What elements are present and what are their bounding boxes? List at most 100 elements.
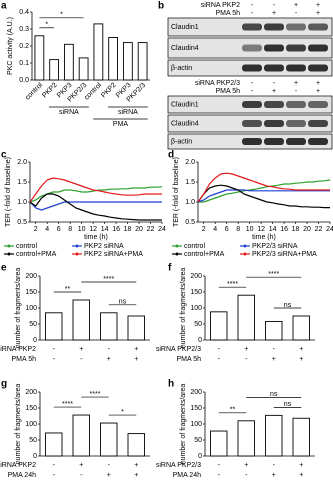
y-tick-label: 0 [198,337,202,344]
condition-sign: + [316,88,320,95]
blot-band [286,101,306,108]
blot-band [264,64,284,72]
x-tick-label: 18 [292,226,300,233]
y-axis-title: number of fragments/area [15,384,22,465]
blot-band [242,120,262,127]
blot-band [308,23,328,31]
significance-label: **** [62,401,73,408]
condition-sign: - [295,10,298,17]
x-tick-label: 14 [269,226,277,233]
significance-label: * [121,409,124,416]
panel-letter: a [1,1,7,12]
significance-label: ns [270,391,278,398]
blot-band [308,101,328,108]
group-label: siRNA [118,109,138,116]
condition-label: siRNA PKP2/3 [156,462,201,469]
y-tick-label: 0.4 [19,9,29,16]
x-axis-title: time (h) [252,234,276,241]
condition-sign: + [272,10,276,17]
condition-label: siRNA PKP2 [0,346,36,353]
group-label: siRNA [59,109,79,116]
y-axis-title: number of fragments/area [180,268,187,349]
condition-sign: + [79,462,83,469]
significance-label: ** [65,286,71,293]
condition-sign: + [244,346,248,353]
legend-label: PKP2 siRNA+PMA [84,251,143,258]
blot-band [264,120,284,127]
x-tick-label: 10 [78,226,86,233]
condition-sign: + [272,356,276,363]
condition-sign: - [251,2,254,9]
blot-band [286,138,306,145]
bar [127,433,145,457]
condition-sign: + [107,472,111,479]
y-tick-label: 200 [190,273,202,280]
bar [292,417,310,457]
condition-sign: - [218,472,221,479]
y-tick-label: 50 [194,437,202,444]
condition-label: siRNA PKP2 [201,2,240,9]
condition-sign: - [53,462,56,469]
y-tick-label: 1.0 [185,199,195,206]
condition-sign: - [245,356,248,363]
significance-label: **** [103,276,114,283]
x-tick-label: 2 [202,226,206,233]
condition-sign: - [245,472,248,479]
legend-label: PKP2 siRNA [84,243,124,250]
panel-letter: g [1,379,7,390]
condition-sign: + [79,346,83,353]
legend-label: control [16,243,37,250]
band-label: Claudin4 [171,45,199,52]
y-tick-label: 150 [25,289,37,296]
series-line [197,189,330,203]
condition-sign: + [244,462,248,469]
y-axis-title: TER (-fold of baseline) [5,157,12,227]
bar [137,42,148,81]
x-tick-label: 4 [213,226,217,233]
condition-sign: - [108,346,111,353]
condition-label: siRNA PKP2/3 [156,346,201,353]
y-tick-label: 2.0 [17,159,27,166]
panel-letter: h [168,379,174,390]
y-tick-label: 0 [33,337,37,344]
significance-label: **** [227,281,238,288]
significance-label: * [45,22,48,29]
condition-sign: + [134,472,138,479]
condition-sign: + [299,346,303,353]
significance-label: ns [284,302,292,309]
condition-sign: + [134,462,138,469]
panel-letter: c [1,150,7,161]
condition-label: PMA 5h [176,356,201,363]
bar [210,430,228,457]
legend-label: control+PMA [184,251,225,258]
legend-marker [243,252,247,256]
panel-letter: d [168,150,174,161]
legend-label: PKP2/3 siRNA+PMA [252,251,317,258]
bar [78,57,89,81]
condition-sign: + [299,356,303,363]
x-tick-label: 22 [315,226,323,233]
condition-sign: - [273,346,276,353]
bar [265,320,283,341]
y-tick-label: 50 [29,437,37,444]
condition-sign: - [251,80,254,87]
significance-label: **** [268,271,279,278]
y-tick-label: 200 [190,389,202,396]
condition-sign: - [295,88,298,95]
bar [292,315,310,341]
y-tick-label: 1.5 [185,179,195,186]
x-tick-label: 4 [45,226,49,233]
y-tick-label: 150 [25,405,37,412]
blot-band [286,23,306,31]
condition-sign: + [107,356,111,363]
legend-marker [7,252,11,256]
x-tick-label: control [24,81,44,101]
y-tick-label: 2.0 [185,159,195,166]
series-line [29,201,162,211]
blot-band [286,120,306,127]
condition-sign: + [134,346,138,353]
y-tick-label: 0.0 [19,77,29,84]
y-tick-label: 100 [190,305,202,312]
y-axis-title: TER (-fold of baseline) [173,157,180,227]
